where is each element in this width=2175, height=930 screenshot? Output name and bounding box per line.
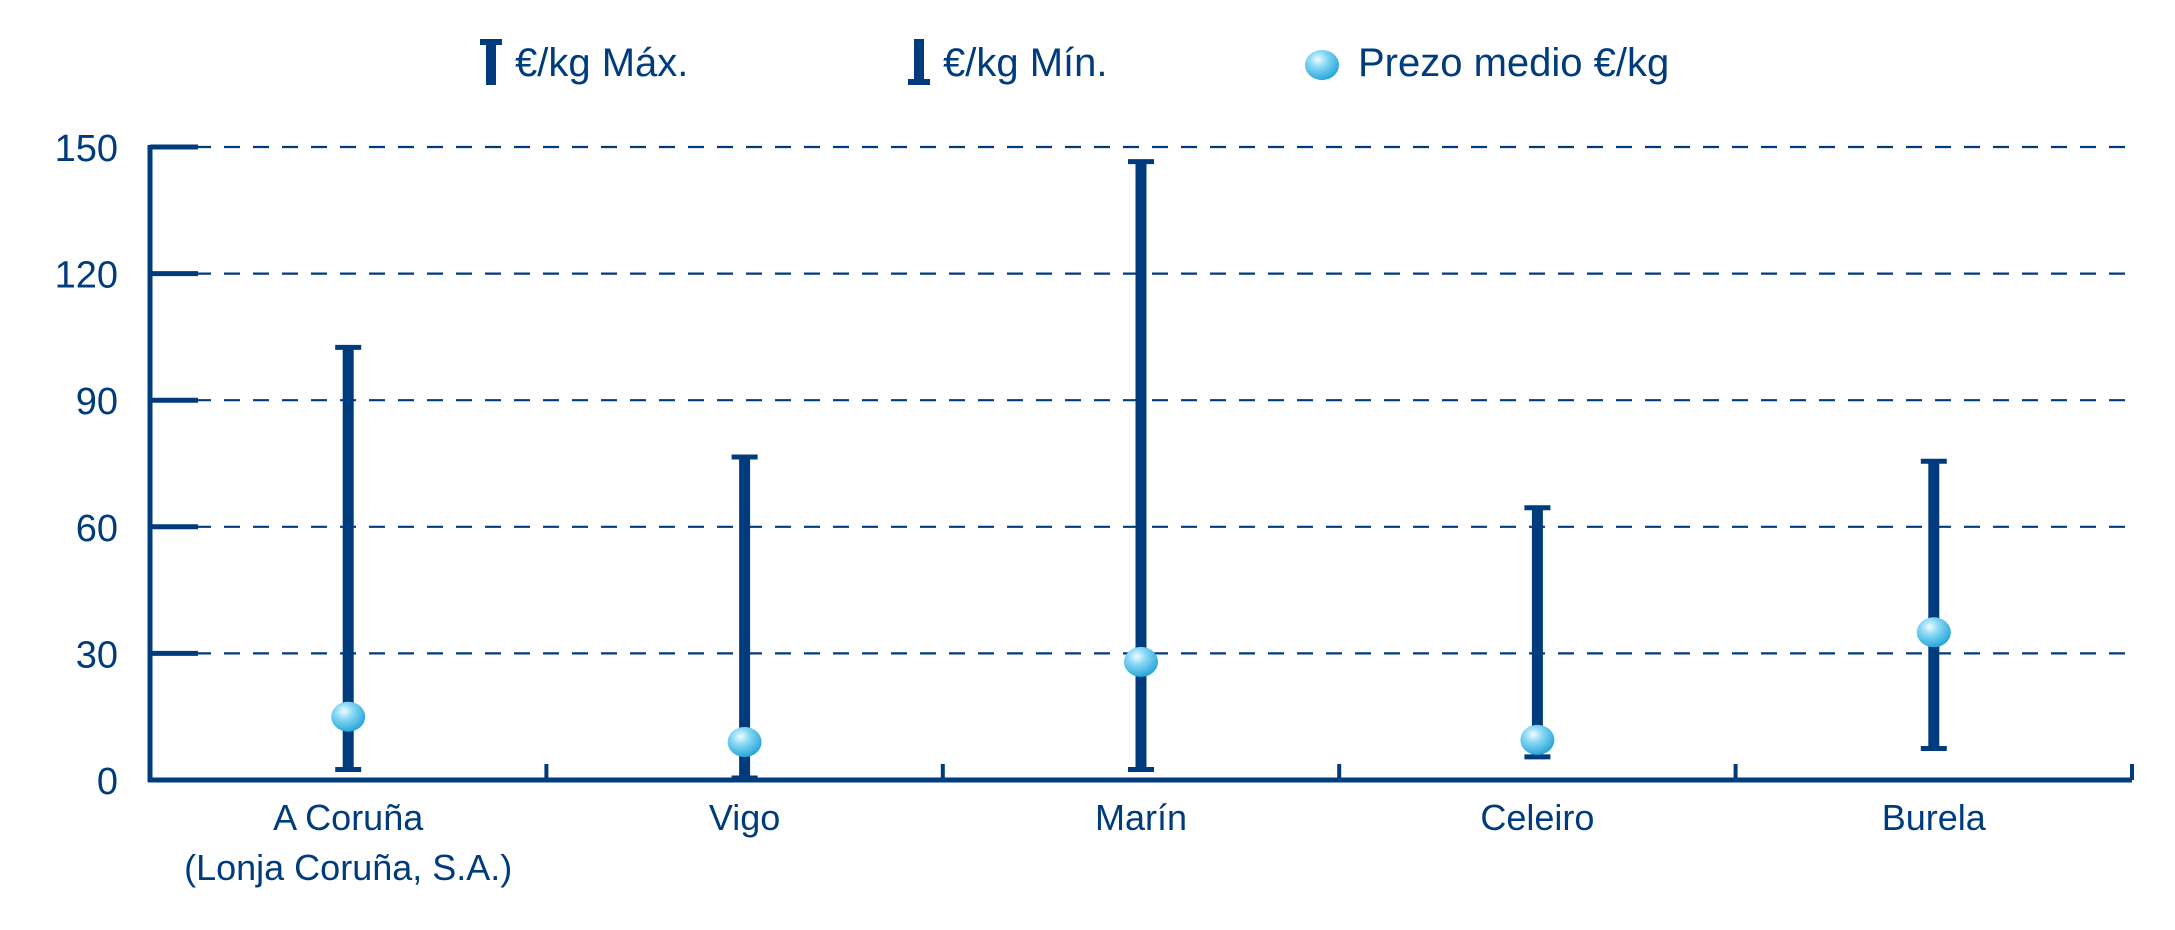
avg-point (331, 701, 366, 732)
legend-min-icon (908, 39, 930, 85)
x-category-label: (Lonja Coruña, S.A.) (184, 847, 512, 888)
y-tick-label: 150 (55, 128, 118, 170)
x-category-label: Burela (1882, 797, 1987, 838)
y-tick-label: 30 (76, 634, 118, 676)
avg-point (1124, 646, 1158, 677)
gridlines (195, 145, 2132, 655)
y-tick-labels: 0 30 60 90 120 150 (55, 128, 118, 803)
x-tick-labels: A Coruña (Lonja Coruña, S.A.) Vigo Marín Cel… (184, 797, 1987, 888)
legend-avg-icon (1305, 50, 1339, 80)
avg-point (1520, 724, 1555, 755)
y-tick-label: 90 (76, 381, 118, 423)
x-category-label: Vigo (709, 797, 780, 838)
legend-min-label: €/kg Mín. (943, 41, 1108, 85)
x-category-label: Marín (1095, 797, 1187, 838)
y-tick-label: 60 (76, 508, 118, 550)
x-category-label: Celeiro (1480, 797, 1594, 838)
legend-max-icon (480, 39, 502, 85)
legend: €/kg Máx. €/kg Mín. Prezo medio €/kg (480, 39, 1669, 85)
x-category-label: A Coruña (273, 797, 424, 838)
range-series (331, 159, 1951, 781)
y-tick-label: 120 (55, 255, 118, 297)
avg-point (1916, 617, 1951, 648)
legend-avg-label: Prezo medio €/kg (1358, 41, 1669, 85)
avg-point (727, 727, 762, 758)
legend-max-label: €/kg Máx. (515, 41, 688, 85)
axes (147, 144, 2134, 783)
y-tick-label: 0 (97, 761, 118, 803)
